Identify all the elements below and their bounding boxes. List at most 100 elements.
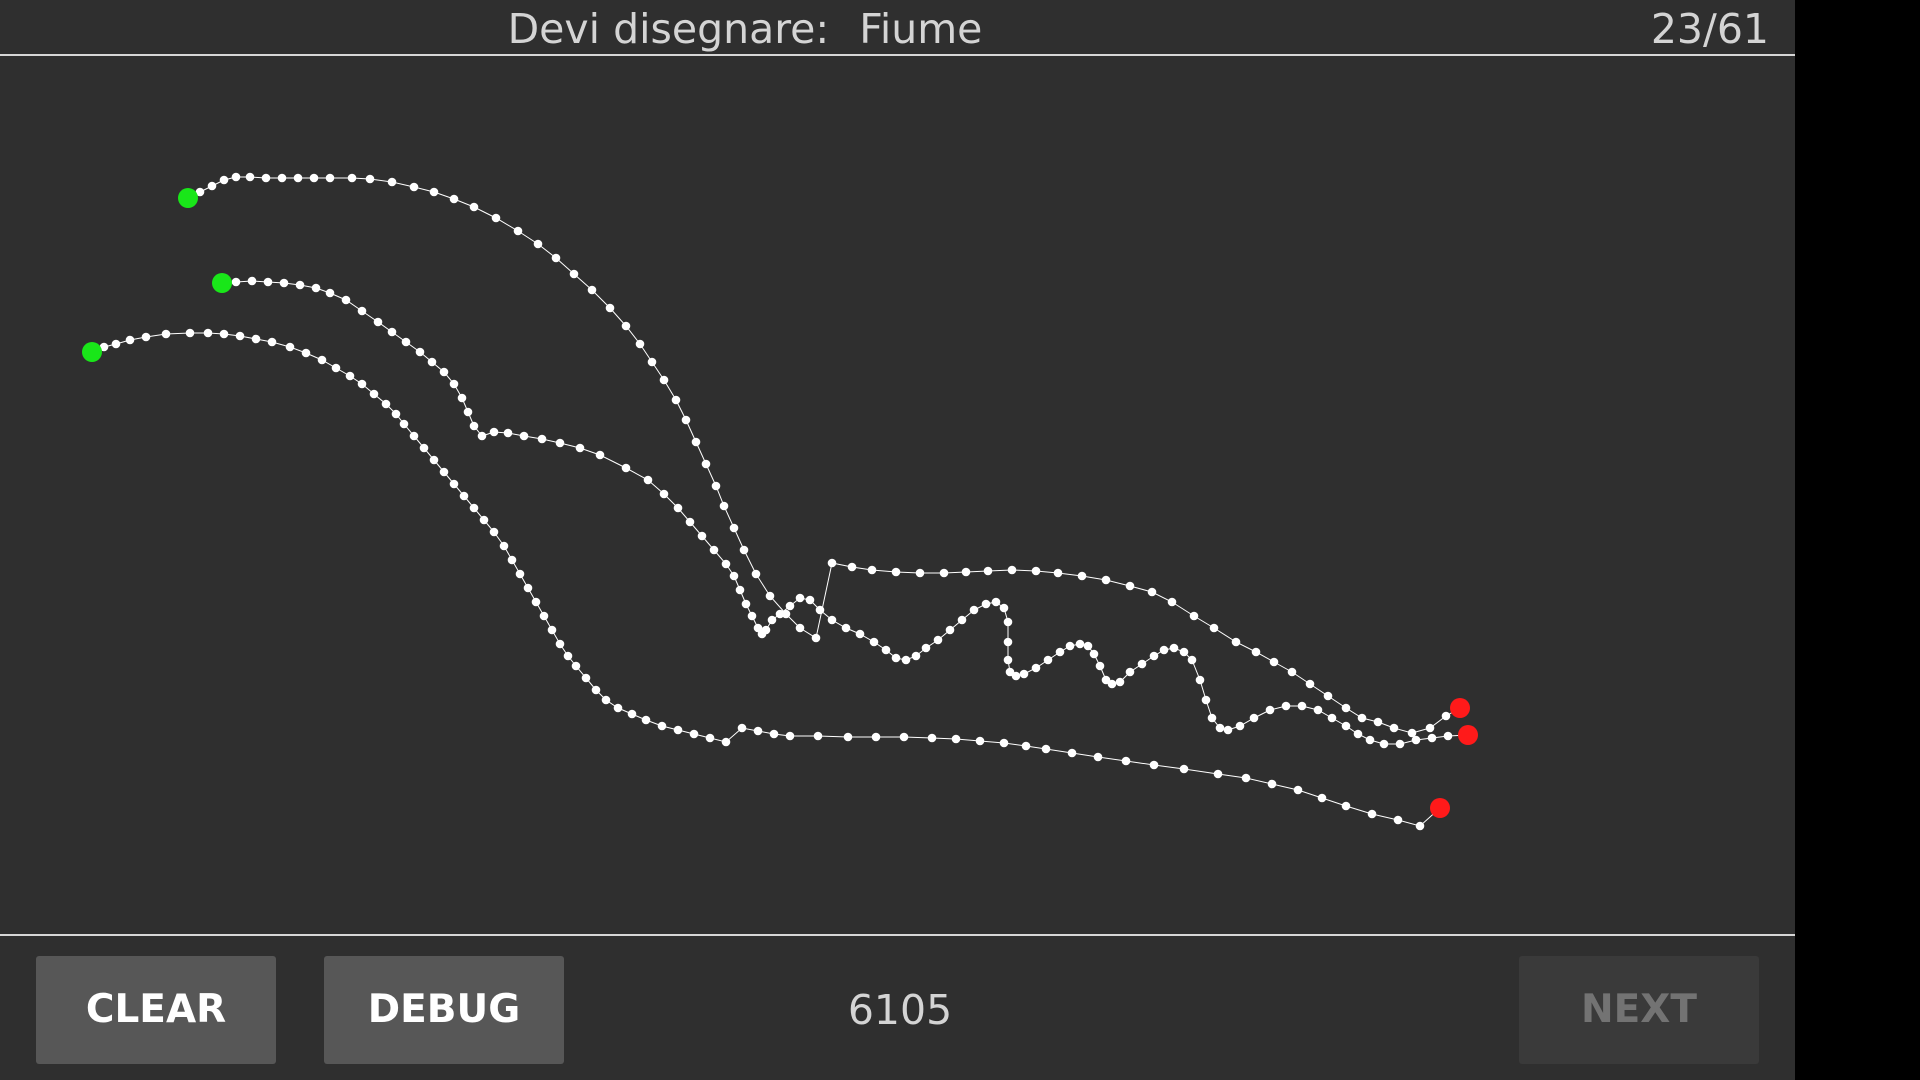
stroke-point [1115,677,1125,687]
stroke-point [1427,733,1437,743]
stroke-point [1179,647,1189,657]
stroke-point [1067,748,1077,758]
stroke-point [975,736,985,746]
stroke-point [1093,752,1103,762]
stroke-point [1147,587,1157,597]
stroke-point [161,329,171,339]
stroke-point [387,327,397,337]
stroke-point [279,278,289,288]
stroke-point [515,569,525,579]
stroke-point [429,187,439,197]
stroke-point [185,328,195,338]
stroke-point [357,379,367,389]
stroke-point [251,334,261,344]
stroke-point [1189,611,1199,621]
stroke-point [729,523,739,533]
stroke-point [927,733,937,743]
stroke-point [711,481,721,491]
drawing-canvas[interactable] [0,56,1795,934]
stroke-point [489,427,499,437]
debug-button[interactable]: DEBUG [324,956,564,1064]
stroke-point [195,187,205,197]
stroke-start-point [212,273,232,293]
stroke-point [1443,731,1453,741]
stroke-point [1313,705,1323,715]
stroke-point [1159,645,1169,655]
stroke-point [1121,756,1131,766]
stroke-point [507,555,517,565]
stroke-point [735,585,745,595]
stroke-point [785,601,795,611]
stroke-point [871,732,881,742]
stroke-point [537,434,547,444]
stroke-point [1341,721,1351,731]
stroke-point [247,276,257,286]
stroke-point [1379,739,1389,749]
stroke-point [957,615,967,625]
stroke-point [641,715,651,725]
stroke-point [815,605,825,615]
stroke-point [659,489,669,499]
stroke-point [563,651,573,661]
stroke-point [999,738,1009,748]
stroke-point [691,437,701,447]
stroke-point [293,173,303,183]
stroke-point [841,623,851,633]
stroke-point [231,277,241,287]
stroke-point [969,605,979,615]
stroke-point [1019,669,1029,679]
stroke-point [341,295,351,305]
stroke-point [345,371,355,381]
stroke-point [805,595,815,605]
stroke-point [635,339,645,349]
stroke-point [657,721,667,731]
stroke-point [673,725,683,735]
stroke-point [1341,703,1351,713]
stroke-point [673,503,683,513]
stroke-start-point [82,342,102,362]
stroke-point [1083,641,1093,651]
stroke-point [1195,675,1205,685]
clear-button[interactable]: CLEAR [36,956,276,1064]
stroke-point [761,625,771,635]
stroke-point [827,558,837,568]
stroke-point [263,277,273,287]
stroke-point [709,545,719,555]
stroke-point [469,503,479,513]
stroke-point [317,355,327,365]
stroke-point [775,609,785,619]
stroke-point [1297,701,1307,711]
stroke-point [613,703,623,713]
stroke-point [951,734,961,744]
stroke-point [531,597,541,607]
stroke-point [429,455,439,465]
stroke-point [753,726,763,736]
stroke-point [827,615,837,625]
stroke-point [767,615,777,625]
stroke-point [1179,764,1189,774]
stroke-point [811,633,821,643]
stroke-point [277,173,287,183]
next-button[interactable]: NEXT [1519,956,1759,1064]
stroke-point [795,623,805,633]
stroke-point [1169,643,1179,653]
stroke-point [267,337,277,347]
stroke-point [1209,623,1219,633]
stroke-point [795,593,805,603]
stroke-point [605,303,615,313]
stroke-point [469,202,479,212]
stroke-point [1149,760,1159,770]
stroke-point [311,283,321,293]
stroke-path [91,332,1441,827]
stroke-point [219,175,229,185]
stroke-point [1267,779,1277,789]
stroke-point [469,421,479,431]
stroke-point [843,732,853,742]
stroke-point [1055,647,1065,657]
stroke-point [479,515,489,525]
stroke-point [499,541,509,551]
stroke-point [1223,725,1233,735]
stroke-point [1125,667,1135,677]
stroke-end-point [1430,798,1450,818]
stroke-point [939,568,949,578]
